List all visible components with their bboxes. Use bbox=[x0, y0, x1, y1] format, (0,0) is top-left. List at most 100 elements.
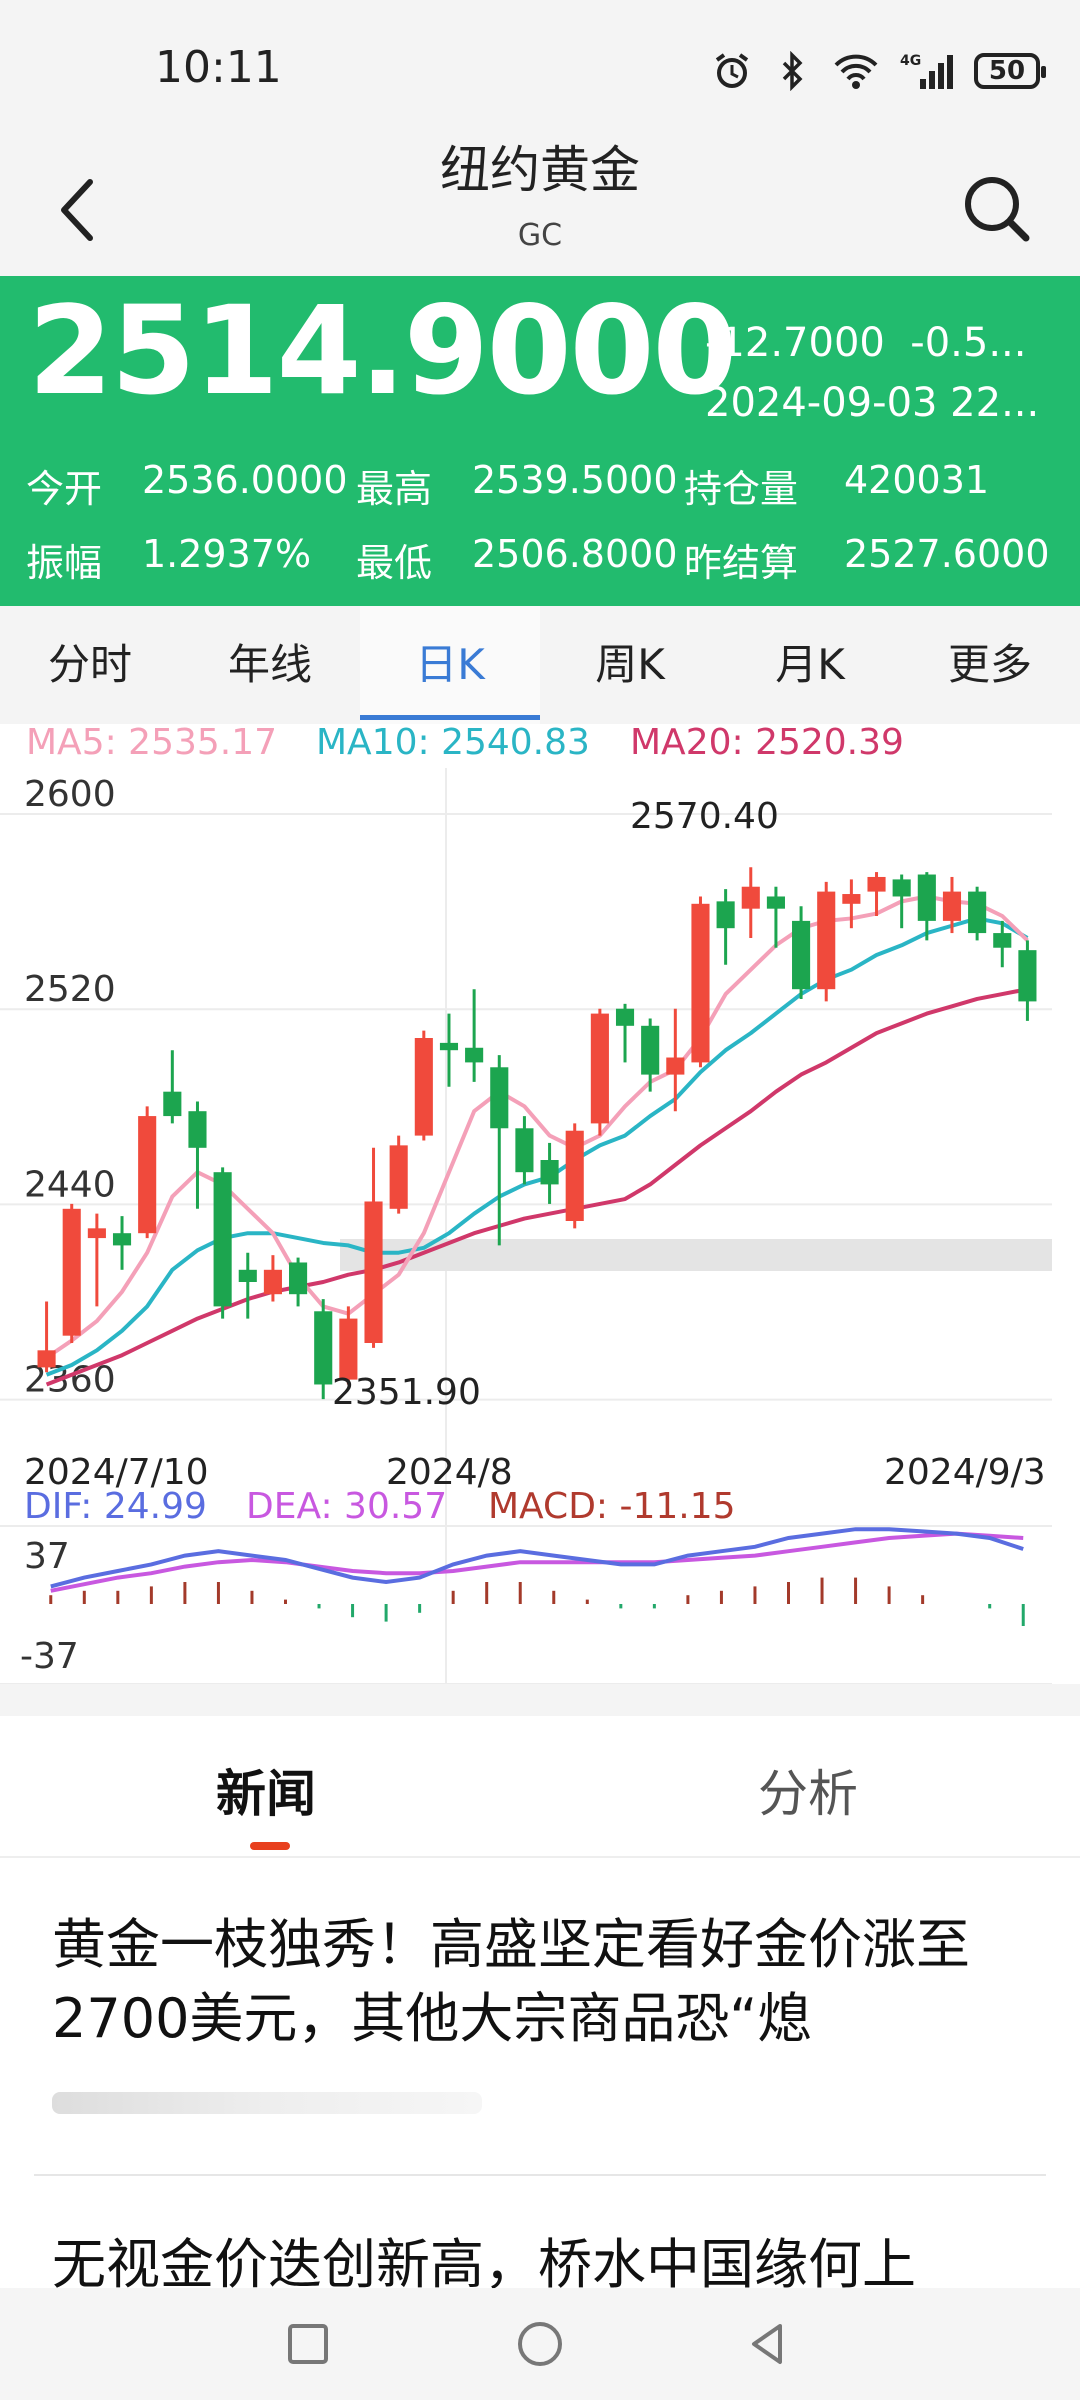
candle-body bbox=[414, 1038, 433, 1136]
quote-datetime: 2024-09-03 22... bbox=[705, 380, 1040, 426]
candle-body bbox=[641, 1025, 660, 1075]
ma5-legend: MA5: 2535.17 bbox=[26, 724, 277, 763]
recent-apps-icon[interactable] bbox=[280, 2316, 336, 2372]
tab-analysis[interactable]: 分析 bbox=[758, 1765, 858, 1823]
ma20-line bbox=[45, 987, 1028, 1387]
page-title: 纽约黄金 bbox=[440, 141, 640, 199]
candles bbox=[37, 867, 1037, 1400]
candle-body bbox=[842, 894, 861, 904]
tab-monthly-k[interactable]: 月K bbox=[775, 640, 845, 689]
candle-body bbox=[263, 1269, 282, 1295]
candle bbox=[515, 1116, 534, 1185]
high-annotation: 2570.40 bbox=[630, 796, 779, 837]
candle-body bbox=[540, 1160, 559, 1185]
candle bbox=[540, 1142, 559, 1204]
low-value: 2506.8000 bbox=[472, 532, 678, 576]
news-item-1[interactable]: 黄金一枝独秀！高盛坚定看好金价涨至2700美元，其他大宗商品恐“熄 bbox=[52, 1913, 970, 2050]
candle-body bbox=[339, 1318, 358, 1380]
candle-body bbox=[439, 1042, 459, 1051]
kline-svg[interactable]: MA5: 2535.17 MA10: 2540.83 MA20: 2520.39… bbox=[0, 722, 1080, 1685]
oi-label: 持仓量 bbox=[684, 467, 799, 511]
candle-body bbox=[62, 1208, 81, 1336]
candle bbox=[666, 1008, 685, 1112]
candle bbox=[37, 1301, 56, 1373]
candle bbox=[213, 1167, 232, 1319]
moving-average-lines bbox=[45, 894, 1029, 1387]
low-label: 最低 bbox=[356, 541, 433, 585]
battery-icon: 50 bbox=[974, 53, 1046, 89]
news-divider bbox=[34, 2174, 1046, 2176]
candle bbox=[565, 1123, 584, 1229]
candle-body bbox=[238, 1269, 257, 1282]
dif-legend: DIF: 24.99 bbox=[24, 1486, 207, 1527]
tab-daily-k[interactable]: 日K bbox=[360, 606, 540, 724]
candle bbox=[263, 1255, 282, 1302]
candle-body bbox=[490, 1067, 509, 1129]
macd-panel bbox=[0, 1525, 1052, 1685]
amp-value: 1.2937% bbox=[142, 532, 312, 576]
candle bbox=[138, 1106, 157, 1239]
news-item-2[interactable]: 无视金价迭创新高，桥水中国缘何上 bbox=[52, 2233, 916, 2296]
candle-body bbox=[112, 1233, 132, 1246]
tab-year[interactable]: 年线 bbox=[227, 640, 312, 689]
open-value: 2536.0000 bbox=[142, 458, 348, 502]
oi-value: 420031 bbox=[844, 458, 990, 502]
dea-line bbox=[50, 1531, 1024, 1593]
x-label-start: 2024/7/10 bbox=[24, 1452, 209, 1493]
candle bbox=[968, 886, 987, 941]
high-value: 2539.5000 bbox=[472, 458, 678, 502]
candle bbox=[465, 989, 484, 1082]
news-tabs: 新闻 分析 bbox=[0, 1716, 1080, 1856]
dif-line bbox=[50, 1527, 1024, 1589]
alarm-icon bbox=[715, 53, 749, 88]
candle-body bbox=[766, 896, 785, 909]
candle-body bbox=[993, 933, 1012, 948]
candle-body bbox=[465, 1047, 484, 1063]
back-triangle-icon[interactable] bbox=[740, 2316, 796, 2372]
status-bar: 10:11 4G 50 bbox=[0, 0, 1080, 140]
candle-body bbox=[942, 891, 962, 921]
range-band bbox=[340, 1239, 1052, 1271]
candle bbox=[817, 881, 836, 1002]
candle-body bbox=[163, 1091, 182, 1117]
home-icon[interactable] bbox=[512, 2316, 568, 2372]
settle-value: 2527.6000 bbox=[844, 532, 1050, 576]
candle-body bbox=[314, 1311, 333, 1385]
candle-body bbox=[364, 1201, 383, 1343]
tab-timeshare[interactable]: 分时 bbox=[47, 640, 132, 689]
status-time: 10:11 bbox=[155, 42, 282, 93]
x-label-end: 2024/9/3 bbox=[884, 1452, 1046, 1493]
candle bbox=[490, 1055, 509, 1246]
candle bbox=[163, 1050, 182, 1124]
candle-body bbox=[792, 920, 811, 990]
y-axis-label: 2440 bbox=[24, 1164, 116, 1205]
price-grid bbox=[0, 768, 1052, 1684]
candle-body bbox=[515, 1128, 534, 1173]
candle bbox=[112, 1216, 132, 1270]
candle-body bbox=[867, 876, 886, 892]
quote-panel: 2514.9000 -12.7000 -0.5... 2024-09-03 22… bbox=[0, 276, 1080, 606]
kline-chart[interactable]: MA5: 2535.17 MA10: 2540.83 MA20: 2520.39… bbox=[0, 722, 1080, 1685]
candle bbox=[590, 1008, 609, 1136]
candle-body bbox=[968, 891, 987, 934]
settle-label: 昨结算 bbox=[684, 541, 799, 585]
candle-body bbox=[590, 1013, 609, 1124]
macd-y-bottom: -37 bbox=[20, 1636, 79, 1677]
tab-news[interactable]: 新闻 bbox=[216, 1765, 316, 1823]
tab-weekly-k[interactable]: 周K bbox=[595, 640, 665, 689]
candle-body bbox=[817, 891, 836, 990]
chart-period-tabs: 分时 年线 日K 周K 月K 更多 bbox=[0, 606, 1080, 724]
back-arrow-icon[interactable] bbox=[48, 170, 108, 250]
macd-y-top: 37 bbox=[24, 1536, 70, 1577]
status-icons: 4G 50 bbox=[712, 46, 1046, 96]
bluetooth-icon bbox=[782, 51, 803, 91]
news-tab-indicator bbox=[250, 1842, 290, 1850]
candle bbox=[792, 906, 811, 999]
ma10-line bbox=[45, 916, 1029, 1377]
candle bbox=[691, 896, 710, 1068]
search-icon[interactable] bbox=[956, 168, 1036, 248]
candle bbox=[339, 1306, 358, 1385]
tab-more[interactable]: 更多 bbox=[947, 640, 1032, 689]
candle bbox=[1018, 940, 1037, 1021]
